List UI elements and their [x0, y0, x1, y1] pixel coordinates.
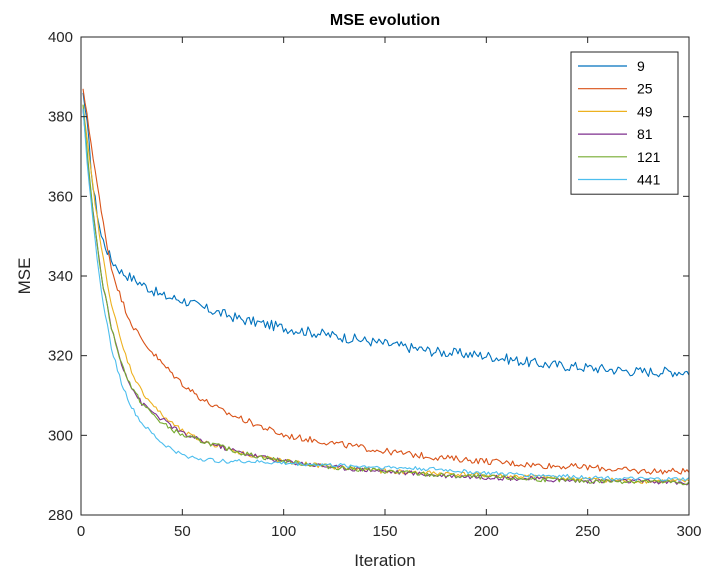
x-tick-label: 200 — [474, 523, 499, 540]
x-tick-label: 250 — [575, 523, 600, 540]
x-tick-label: 0 — [77, 523, 85, 540]
chart-title: MSE evolution — [330, 12, 440, 29]
y-tick-label: 400 — [48, 29, 73, 46]
series-line-9 — [82, 92, 690, 378]
legend-label-121: 121 — [637, 149, 661, 165]
legend: 9 25 49 81 121 441 — [570, 51, 679, 195]
plot-lines — [82, 88, 690, 486]
series-line-441 — [82, 108, 690, 482]
y-tick-label: 380 — [48, 109, 73, 126]
legend-label-441: 441 — [637, 172, 661, 188]
legend-label-49: 49 — [637, 103, 653, 119]
y-tick-label: 300 — [48, 427, 73, 444]
x-tick-label: 150 — [372, 523, 397, 540]
y-axis-title: MSE — [15, 258, 34, 295]
legend-label-81: 81 — [637, 126, 653, 142]
y-tick-label: 280 — [48, 507, 73, 524]
y-tick-label: 340 — [48, 268, 73, 285]
y-tick-label: 360 — [48, 188, 73, 205]
y-tick-label: 320 — [48, 348, 73, 365]
series-line-121 — [82, 104, 690, 486]
legend-label-9: 9 — [637, 58, 645, 74]
legend-box — [570, 51, 679, 195]
x-tick-label: 300 — [676, 523, 701, 540]
x-tick-label: 50 — [174, 523, 191, 540]
series-line-25 — [82, 88, 690, 475]
x-axis-title: Iteration — [354, 551, 415, 570]
legend-label-25: 25 — [637, 81, 653, 97]
x-tick-label: 100 — [271, 523, 296, 540]
axis-ticks: 0 50 100 150 200 250 300 280 300 320 340 360 380 400 — [48, 29, 702, 540]
